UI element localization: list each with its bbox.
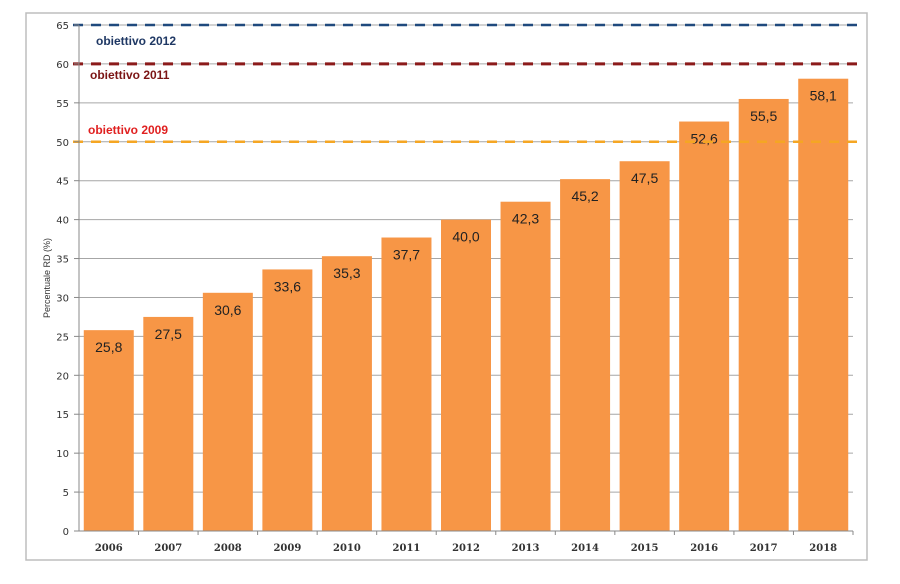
data-label: 52,6 — [691, 131, 718, 147]
x-tick-label: 2016 — [690, 543, 718, 554]
x-tick-label: 2010 — [333, 543, 361, 554]
y-tick-label: 60 — [56, 60, 69, 71]
bar-2008 — [202, 292, 253, 531]
y-tick-label: 5 — [63, 488, 69, 499]
y-tick-label: 0 — [63, 527, 69, 538]
reference-line-label: obiettivo 2009 — [88, 123, 168, 137]
y-axis-label: Percentuale RD (%) — [42, 238, 52, 318]
bar-2013 — [500, 201, 551, 532]
reference-line-label: obiettivo 2012 — [96, 34, 176, 48]
data-label: 58,1 — [810, 88, 837, 104]
bar-2015 — [619, 161, 670, 531]
reference-line-label: obiettivo 2011 — [90, 68, 170, 82]
y-tick-label: 10 — [56, 449, 69, 460]
data-label: 25,8 — [95, 339, 122, 355]
x-tick-label: 2013 — [512, 543, 540, 554]
x-tick-label: 2009 — [273, 543, 301, 554]
data-label: 40,0 — [452, 229, 479, 245]
data-label: 37,7 — [393, 247, 420, 263]
bar-2010 — [321, 256, 372, 531]
x-tick-label: 2017 — [750, 543, 778, 554]
y-tick-label: 50 — [56, 138, 69, 149]
y-tick-label: 65 — [56, 21, 69, 32]
bar-2006 — [83, 330, 134, 531]
bar-2007 — [143, 316, 194, 531]
y-tick-label: 35 — [56, 255, 69, 266]
bar-2011 — [381, 237, 432, 531]
data-label: 47,5 — [631, 170, 658, 186]
bar-2009 — [262, 269, 313, 531]
y-tick-label: 15 — [56, 410, 69, 421]
data-label: 45,2 — [571, 188, 598, 204]
data-label: 55,5 — [750, 108, 777, 124]
data-label: 42,3 — [512, 211, 539, 227]
data-label: 27,5 — [155, 326, 182, 342]
x-tick-label: 2011 — [393, 543, 421, 554]
data-label: 33,6 — [274, 278, 301, 294]
y-tick-label: 55 — [56, 99, 69, 110]
bar-2016 — [679, 121, 730, 531]
x-tick-label: 2006 — [95, 543, 123, 554]
x-tick-label: 2012 — [452, 543, 480, 554]
bar-2018 — [798, 78, 849, 532]
y-tick-label: 30 — [56, 293, 69, 304]
bar-2017 — [738, 98, 789, 531]
data-label: 35,3 — [333, 265, 360, 281]
x-tick-label: 2007 — [154, 543, 182, 554]
x-tick-label: 2014 — [571, 543, 599, 554]
y-tick-label: 25 — [56, 332, 69, 343]
bar-2014 — [560, 179, 611, 532]
x-tick-label: 2008 — [214, 543, 242, 554]
bar-2012 — [441, 219, 491, 531]
y-tick-label: 40 — [56, 216, 69, 227]
data-label: 30,6 — [214, 302, 241, 318]
x-tick-label: 2018 — [809, 543, 837, 554]
x-tick-label: 2015 — [631, 543, 659, 554]
y-tick-label: 20 — [56, 371, 69, 382]
y-tick-label: 45 — [56, 177, 69, 188]
